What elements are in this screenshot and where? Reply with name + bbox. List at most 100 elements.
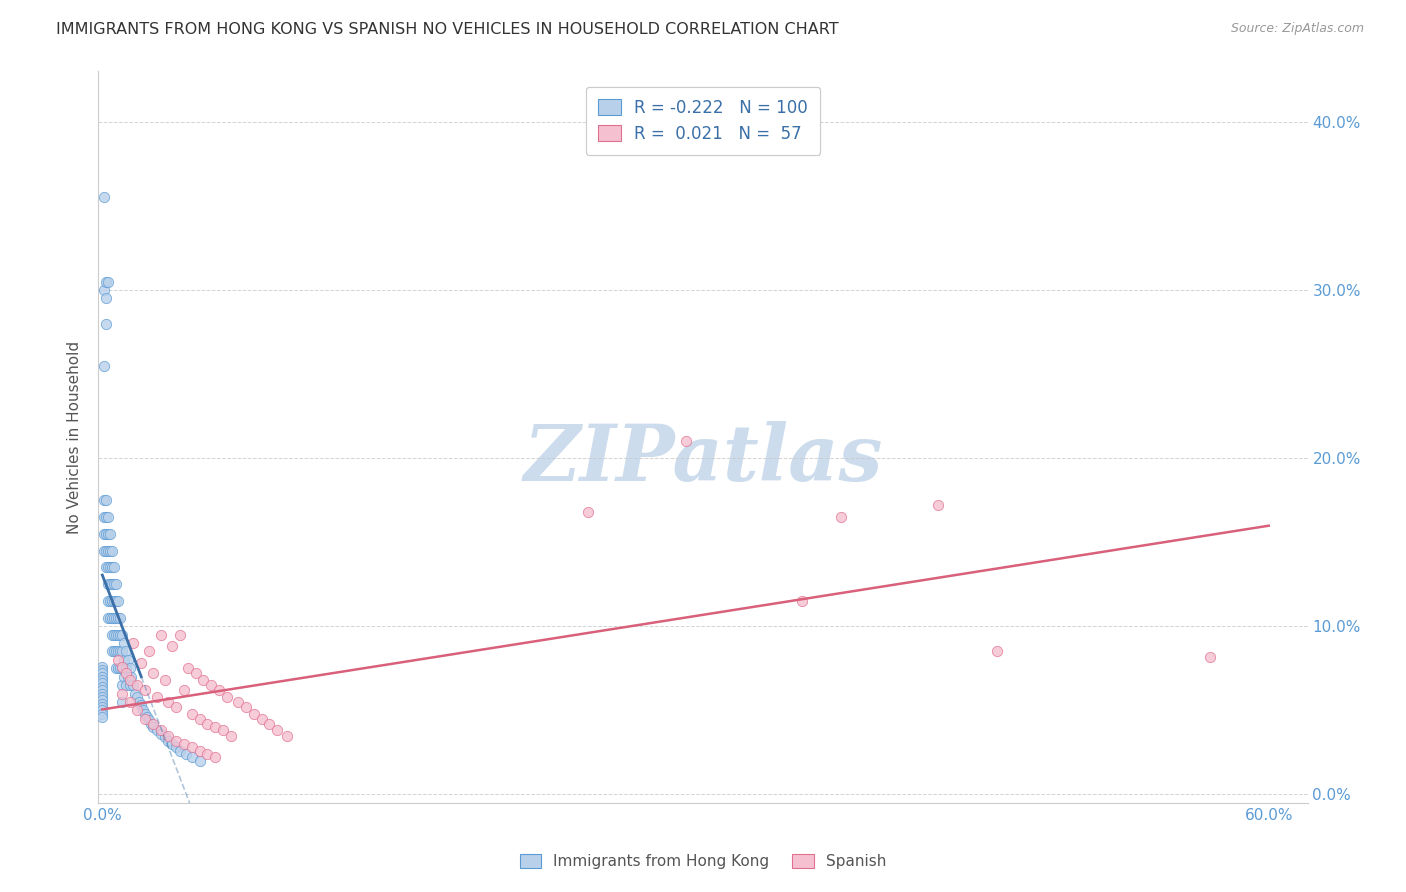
Point xyxy=(93,510,115,524)
Point xyxy=(91,676,114,690)
Point xyxy=(104,627,127,641)
Point xyxy=(165,700,187,714)
Point xyxy=(104,594,127,608)
Point xyxy=(142,666,165,681)
Point xyxy=(157,733,180,747)
Point xyxy=(235,700,257,714)
Point xyxy=(91,663,114,677)
Point xyxy=(134,706,156,721)
Point xyxy=(93,493,115,508)
Point xyxy=(101,560,124,574)
Point xyxy=(103,560,125,574)
Point xyxy=(136,710,159,724)
Point xyxy=(177,661,200,675)
Point xyxy=(98,560,121,574)
Point xyxy=(98,577,121,591)
Point xyxy=(98,611,121,625)
Point xyxy=(118,695,141,709)
Point xyxy=(108,627,131,641)
Point xyxy=(111,644,134,658)
Point xyxy=(153,673,176,687)
Point xyxy=(139,716,162,731)
Point xyxy=(96,493,118,508)
Point xyxy=(188,744,211,758)
Point xyxy=(122,636,145,650)
Point xyxy=(91,693,114,707)
Point xyxy=(98,594,121,608)
Point xyxy=(104,644,127,658)
Point xyxy=(211,723,233,738)
Point xyxy=(103,577,125,591)
Point xyxy=(986,644,1008,658)
Point xyxy=(184,666,207,681)
Point xyxy=(195,747,218,761)
Point xyxy=(114,666,136,681)
Point xyxy=(97,526,120,541)
Point xyxy=(93,543,115,558)
Point xyxy=(101,543,124,558)
Point xyxy=(188,754,211,768)
Point xyxy=(118,678,141,692)
Point xyxy=(91,686,114,700)
Y-axis label: No Vehicles in Household: No Vehicles in Household xyxy=(67,341,83,533)
Point xyxy=(204,750,226,764)
Point xyxy=(96,510,118,524)
Point xyxy=(96,543,118,558)
Point xyxy=(121,670,143,684)
Text: IMMIGRANTS FROM HONG KONG VS SPANISH NO VEHICLES IN HOUSEHOLD CORRELATION CHART: IMMIGRANTS FROM HONG KONG VS SPANISH NO … xyxy=(56,22,839,37)
Point xyxy=(169,627,191,641)
Point xyxy=(91,683,114,698)
Point xyxy=(91,706,114,721)
Point xyxy=(134,712,156,726)
Point xyxy=(91,673,114,687)
Point xyxy=(173,737,195,751)
Point xyxy=(124,686,146,700)
Point xyxy=(96,317,118,331)
Point xyxy=(149,627,172,641)
Point xyxy=(101,627,124,641)
Point xyxy=(200,678,222,692)
Point xyxy=(96,291,118,305)
Point xyxy=(219,729,242,743)
Point xyxy=(107,661,129,675)
Point xyxy=(114,678,136,692)
Point xyxy=(195,716,218,731)
Point xyxy=(103,594,125,608)
Point xyxy=(243,706,266,721)
Point xyxy=(188,712,211,726)
Point xyxy=(165,733,187,747)
Point xyxy=(111,661,134,675)
Point xyxy=(145,723,167,738)
Point xyxy=(91,703,114,717)
Point xyxy=(122,678,145,692)
Point xyxy=(112,670,135,684)
Point xyxy=(91,700,114,714)
Point xyxy=(103,644,125,658)
Point xyxy=(98,526,121,541)
Point xyxy=(675,434,697,449)
Point xyxy=(101,644,124,658)
Point xyxy=(114,661,136,675)
Point xyxy=(107,594,129,608)
Point xyxy=(927,498,949,512)
Point xyxy=(134,683,156,698)
Point xyxy=(118,673,141,687)
Point xyxy=(107,611,129,625)
Point xyxy=(180,706,202,721)
Point xyxy=(97,510,120,524)
Point xyxy=(96,275,118,289)
Point xyxy=(142,720,165,734)
Point xyxy=(103,611,125,625)
Point xyxy=(117,670,139,684)
Point xyxy=(93,190,115,204)
Point xyxy=(91,680,114,694)
Point xyxy=(215,690,238,704)
Point xyxy=(153,730,176,744)
Point xyxy=(204,720,226,734)
Point xyxy=(111,695,134,709)
Point xyxy=(129,657,152,671)
Point xyxy=(101,611,124,625)
Point xyxy=(103,627,125,641)
Point xyxy=(127,703,149,717)
Point xyxy=(228,695,250,709)
